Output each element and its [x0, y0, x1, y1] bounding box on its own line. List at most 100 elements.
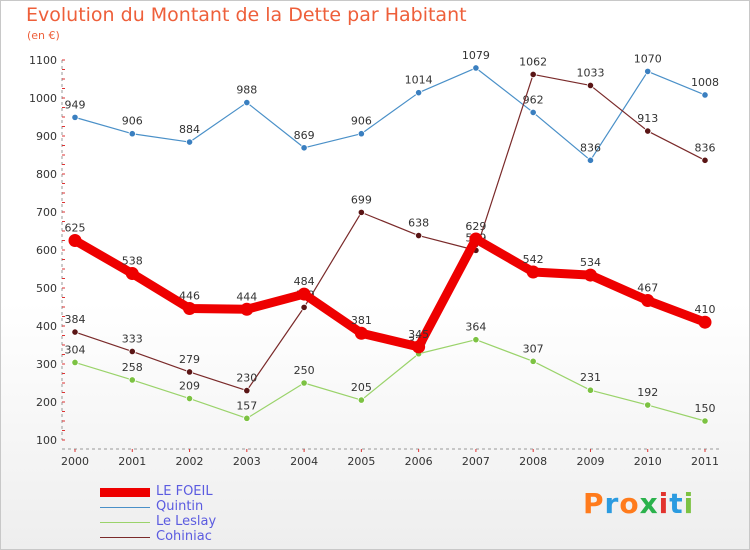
data-label-le-leslay: 192 [637, 386, 658, 399]
data-point-le-leslay [128, 376, 136, 384]
x-tick-label: 2002 [176, 455, 204, 468]
data-point-le-foeil [469, 232, 483, 246]
data-point-quintin [529, 108, 537, 117]
data-point-le-foeil [583, 268, 597, 282]
legend-swatch-le-leslay [100, 522, 150, 523]
legend-label-le-foeil: LE FOEIL [156, 484, 213, 499]
data-label-le-foeil: 467 [637, 282, 658, 295]
y-tick-label: 700 [36, 206, 57, 219]
data-point-le-leslay [644, 401, 652, 409]
data-point-le-leslay [586, 386, 595, 394]
data-point-le-foeil [125, 267, 139, 281]
data-label-quintin: 1008 [691, 76, 719, 89]
data-point-quintin [644, 67, 652, 76]
data-label-quintin: 949 [65, 98, 86, 111]
data-label-quintin: 836 [580, 141, 601, 154]
logo-letter: i [683, 487, 695, 520]
x-tick-label: 2009 [576, 455, 604, 468]
x-tick-label: 2001 [118, 455, 146, 468]
y-tick-label: 200 [36, 396, 57, 409]
data-label-le-leslay: 304 [65, 343, 86, 356]
data-point-quintin [185, 138, 194, 146]
data-label-le-foeil: 534 [580, 256, 601, 269]
unit-label: (en €) [27, 29, 60, 42]
logo-letter: o [619, 487, 640, 520]
logo-letter: r [604, 487, 620, 520]
y-tick-label: 1100 [29, 54, 57, 67]
data-label-quintin: 1079 [462, 49, 490, 62]
data-point-quintin [701, 91, 709, 99]
data-label-le-leslay: 307 [523, 342, 544, 355]
x-tick-label: 2000 [61, 455, 89, 468]
proxiti-logo: Proxiti [583, 487, 694, 520]
logo-letter: x [639, 487, 659, 520]
data-label-cohiniac: 333 [122, 332, 143, 345]
y-tick-label: 100 [36, 434, 57, 447]
data-label-cohiniac: 1033 [576, 66, 604, 79]
data-label-le-leslay: 157 [236, 399, 257, 412]
data-point-cohiniac [71, 328, 79, 336]
data-label-cohiniac: 638 [408, 217, 429, 230]
data-label-cohiniac: 279 [179, 353, 200, 366]
data-point-le-leslay [472, 336, 480, 344]
data-point-le-foeil [183, 302, 197, 316]
data-label-le-foeil: 410 [695, 303, 716, 316]
data-label-cohiniac: 836 [695, 141, 716, 154]
data-point-cohiniac [644, 127, 652, 135]
data-label-le-leslay: 209 [179, 380, 200, 393]
data-label-le-leslay: 364 [465, 321, 486, 334]
data-point-cohiniac [300, 303, 308, 311]
data-point-quintin [415, 89, 423, 97]
data-point-le-leslay [300, 379, 308, 387]
data-label-cohiniac: 1062 [519, 55, 547, 68]
x-tick-label: 2006 [405, 455, 433, 468]
x-tick-label: 2008 [519, 455, 547, 468]
data-label-quintin: 906 [351, 115, 372, 128]
data-label-quintin: 988 [236, 84, 257, 97]
data-label-quintin: 906 [122, 115, 143, 128]
data-point-cohiniac [586, 81, 595, 90]
x-tick-label: 2007 [462, 455, 490, 468]
data-label-quintin: 869 [294, 129, 315, 142]
legend-label-quintin: Quintin [156, 499, 204, 514]
data-label-le-leslay: 205 [351, 381, 372, 394]
data-point-quintin [357, 130, 365, 138]
legend-swatch-le-foeil [100, 488, 150, 497]
x-tick-label: 2010 [634, 455, 662, 468]
data-label-le-leslay: 150 [695, 402, 716, 415]
data-label-le-foeil: 625 [65, 222, 86, 235]
logo-letter: t [669, 487, 684, 520]
data-label-le-foeil: 345 [408, 328, 429, 341]
data-point-le-foeil [641, 294, 655, 308]
data-label-quintin: 1070 [634, 52, 662, 65]
data-label-le-leslay: 250 [294, 364, 315, 377]
data-label-le-foeil: 446 [179, 290, 200, 303]
y-tick-label: 400 [36, 320, 57, 333]
data-point-cohiniac [701, 156, 709, 164]
series-line-cohiniac [74, 73, 706, 392]
logo-letter: P [583, 487, 605, 520]
data-label-le-leslay: 258 [122, 361, 143, 374]
data-point-quintin [472, 64, 480, 72]
data-label-quintin: 884 [179, 123, 200, 136]
series-line-le-foeil [70, 234, 710, 352]
x-tick-label: 2003 [233, 455, 261, 468]
data-point-le-leslay [357, 396, 365, 404]
x-tick-label: 2005 [347, 455, 375, 468]
data-point-quintin [300, 144, 308, 152]
data-label-cohiniac: 230 [236, 372, 257, 385]
data-label-le-foeil: 484 [294, 275, 315, 288]
data-point-le-foeil [526, 265, 540, 279]
x-tick-label: 2011 [691, 455, 719, 468]
data-point-le-foeil [354, 326, 368, 340]
y-tick-label: 900 [36, 130, 57, 143]
data-point-quintin [128, 130, 136, 138]
data-point-cohiniac [415, 231, 423, 240]
y-tick-label: 600 [36, 244, 57, 257]
data-label-cohiniac: 384 [65, 313, 86, 326]
data-point-quintin [586, 156, 595, 164]
data-point-le-foeil [297, 287, 311, 301]
x-tick-label: 2004 [290, 455, 318, 468]
